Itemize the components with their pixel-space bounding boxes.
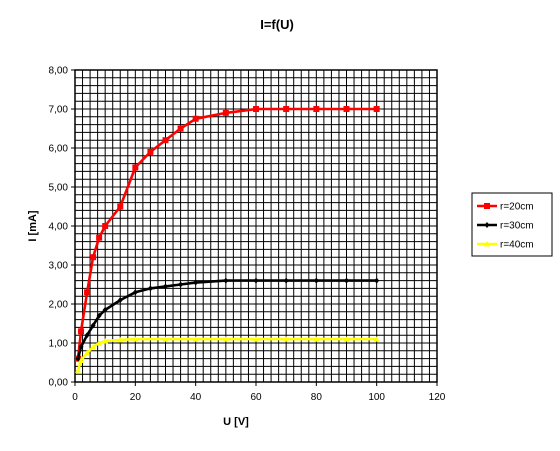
data-point	[147, 148, 154, 155]
data-point	[84, 349, 91, 356]
data-point	[313, 277, 319, 284]
y-tick-label: 1,00	[49, 339, 69, 350]
y-axis-title: I [mA]	[27, 210, 39, 242]
legend-item: r=40cm	[477, 240, 534, 251]
y-axis-ticks: 0,00 1,00 2,00 3,00 4,00 5,00 6,00 7,00 8,00	[49, 66, 75, 389]
x-axis-ticks: 0 20 40 60 80 100 120	[72, 382, 446, 403]
legend-item: r=30cm	[477, 221, 534, 232]
y-tick-label: 4,00	[49, 222, 69, 233]
data-point	[96, 340, 103, 346]
data-point	[75, 367, 82, 373]
data-point	[484, 222, 490, 228]
data-point	[192, 115, 199, 122]
data-point	[484, 203, 490, 209]
data-point	[132, 336, 139, 342]
legend-item: r=20cm	[477, 202, 534, 213]
data-point	[78, 357, 85, 364]
series-layer	[75, 106, 380, 373]
data-point	[283, 106, 290, 112]
x-tick-label: 100	[368, 392, 385, 403]
data-point	[253, 106, 259, 112]
x-tick-label: 0	[72, 392, 78, 403]
data-point	[132, 164, 139, 171]
x-tick-label: 40	[190, 392, 202, 403]
data-point	[223, 277, 229, 284]
data-point	[84, 289, 91, 296]
data-point	[75, 355, 81, 362]
grid	[75, 70, 437, 382]
x-tick-label: 60	[250, 392, 262, 403]
legend: r=20cm r=30cm r=40cm	[471, 192, 553, 257]
data-point	[117, 336, 124, 343]
data-point	[193, 279, 199, 286]
data-point	[96, 234, 103, 241]
data-point	[344, 277, 349, 284]
data-point	[102, 338, 109, 344]
data-point	[484, 241, 490, 247]
y-tick-label: 5,00	[49, 183, 69, 194]
data-point	[117, 297, 123, 304]
y-tick-label: 6,00	[49, 144, 69, 155]
data-point	[283, 277, 289, 284]
legend-label: r=40cm	[500, 240, 534, 251]
data-point	[147, 285, 153, 292]
data-point	[222, 336, 229, 342]
data-point	[96, 312, 102, 319]
data-point	[90, 322, 96, 329]
series-line	[76, 107, 379, 360]
series-3	[75, 336, 380, 373]
data-point	[222, 109, 229, 116]
data-point	[84, 332, 90, 339]
y-tick-label: 7,00	[49, 105, 69, 116]
series-2	[75, 277, 380, 362]
data-point	[162, 336, 169, 342]
y-tick-label: 2,00	[49, 300, 69, 311]
data-point	[313, 336, 320, 342]
data-point	[90, 254, 97, 261]
data-point	[90, 343, 97, 350]
data-point	[102, 223, 109, 229]
chart-title: I=f(U)	[260, 17, 294, 32]
data-point	[132, 289, 138, 296]
series-line	[76, 337, 379, 372]
data-point	[253, 336, 259, 342]
y-tick-label: 8,00	[49, 66, 69, 77]
legend-label: r=20cm	[500, 202, 534, 213]
x-tick-label: 20	[130, 392, 142, 403]
data-point	[313, 106, 320, 112]
data-point	[78, 343, 84, 350]
data-point	[102, 306, 108, 313]
data-point	[117, 203, 124, 210]
data-point	[253, 277, 259, 284]
data-point	[283, 336, 290, 342]
data-point	[373, 106, 380, 112]
x-tick-label: 80	[311, 392, 323, 403]
data-point	[343, 336, 350, 342]
y-tick-label: 0,00	[49, 378, 69, 389]
legend-label: r=30cm	[500, 221, 534, 232]
data-point	[374, 277, 380, 284]
data-point	[163, 283, 168, 290]
data-point	[78, 328, 85, 335]
data-point	[373, 336, 380, 342]
x-tick-label: 120	[429, 392, 446, 403]
data-point	[192, 336, 199, 342]
data-point	[343, 106, 350, 112]
y-tick-label: 3,00	[49, 261, 69, 272]
data-point	[177, 125, 184, 132]
x-axis-title: U [V]	[223, 416, 249, 428]
data-point	[178, 281, 184, 288]
data-point	[162, 137, 169, 144]
